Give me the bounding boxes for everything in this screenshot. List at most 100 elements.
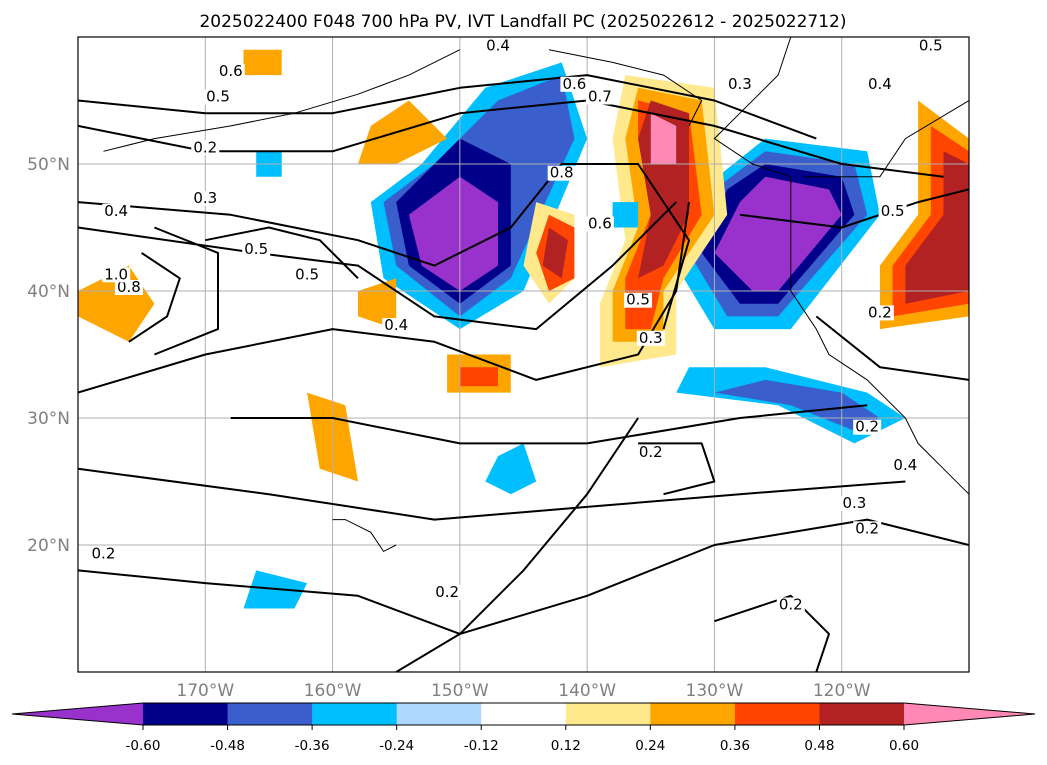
lon-label-3: 140°W [558, 681, 616, 701]
contour-label-bg-16 [916, 38, 945, 54]
contour-label-bg-29 [484, 38, 513, 54]
contour-label-bg-22 [853, 521, 882, 537]
contour-label-9: 0.7 [588, 88, 612, 106]
contour-label-8: 0.6 [562, 75, 586, 93]
contour-label-25: 0.2 [435, 583, 459, 601]
contour-label-28: 1.0 [104, 265, 128, 283]
contour-label-bg-14 [725, 76, 754, 92]
contour-label-26: 0.2 [779, 596, 803, 614]
coastline-4 [803, 100, 969, 178]
contour-label-bg-9 [585, 89, 614, 105]
contour-label-bg-21 [840, 495, 869, 511]
colorbar-label-3: -0.24 [379, 738, 414, 754]
colorbar-bin-1 [143, 703, 229, 725]
lon-label-0: 170°W [176, 681, 234, 701]
contour-label-bg-18 [865, 305, 894, 321]
pc-shade-22 [358, 100, 448, 164]
contour-label-7: 0.4 [384, 316, 408, 334]
contour-label-0: 0.6 [219, 62, 243, 80]
contour-label-29: 0.4 [486, 37, 510, 55]
pv-contour-2 [78, 163, 690, 330]
contour-label-10: 0.8 [550, 164, 574, 182]
contour-label-5: 0.5 [244, 240, 268, 258]
contour-label-2: 0.2 [193, 138, 217, 156]
colorbar-bin-7 [650, 703, 736, 725]
contour-label-bg-28 [102, 267, 131, 283]
colorbar-label-6: 0.24 [635, 738, 665, 754]
pc-shade-20 [459, 367, 498, 387]
contour-label-18: 0.2 [868, 303, 892, 321]
lon-label-4: 130°W [686, 681, 744, 701]
colorbar-label-1: -0.48 [210, 738, 245, 754]
colorbar-label-8: 0.48 [804, 738, 834, 754]
pv-contour-0 [78, 74, 817, 140]
pc-shade-3 [408, 176, 498, 291]
contour-label-bg-23 [636, 445, 665, 461]
pv-contour-labels: 0.60.50.20.40.30.50.50.40.60.70.80.60.50… [89, 37, 945, 614]
colorbar-label-4: -0.12 [464, 738, 499, 754]
pv-contour-7 [78, 467, 906, 521]
contour-label-3: 0.4 [104, 202, 128, 220]
contour-label-19: 0.2 [855, 418, 879, 436]
colorbar-extend-high [904, 703, 1035, 725]
pv-contour-13 [714, 594, 830, 672]
contour-label-13: 0.3 [639, 329, 663, 347]
contour-label-bg-26 [776, 597, 805, 613]
contour-label-1: 0.5 [206, 88, 230, 106]
pv-contour-1 [78, 99, 944, 178]
pc-shade-28 [485, 443, 537, 495]
pc-shading-layer [78, 49, 969, 609]
contour-label-bg-20 [891, 457, 920, 473]
contour-label-bg-27 [114, 280, 143, 295]
colorbar-bin-2 [227, 703, 313, 725]
contour-label-bg-13 [636, 330, 665, 346]
pv-contour-6 [230, 404, 868, 445]
pv-contours [78, 74, 969, 672]
colorbar-bin-5 [481, 703, 567, 725]
coastline-1 [548, 49, 703, 127]
contour-label-11: 0.6 [588, 215, 612, 233]
pc-shade-12 [650, 113, 677, 164]
lat-label-2: 40°N [27, 282, 70, 302]
contour-label-4: 0.3 [193, 189, 217, 207]
contour-label-16: 0.5 [919, 37, 943, 55]
contour-label-20: 0.4 [893, 456, 917, 474]
colorbar-bin-9 [819, 703, 905, 725]
contour-label-bg-25 [433, 584, 462, 600]
pc-shade-25 [243, 49, 282, 76]
contour-label-bg-4 [191, 191, 220, 207]
colorbar-label-9: 0.60 [889, 738, 919, 754]
longitude-tick-labels: 170°W 160°W 150°W 140°W 130°W 120°W [176, 681, 870, 701]
pv-contour-4 [78, 201, 690, 394]
pv-contour-5 [205, 226, 359, 280]
lat-label-1: 30°N [27, 409, 70, 429]
latitude-tick-labels: 20°N 30°N 40°N 50°N [27, 155, 70, 556]
pv-contour-8 [78, 518, 969, 635]
contour-label-bg-15 [865, 76, 894, 92]
colorbar-tick-labels: -0.60 -0.48 -0.36 -0.24 -0.12 0.12 0.24 0.36 0.4… [126, 738, 920, 754]
pc-shade-15 [905, 151, 969, 304]
lon-label-5: 120°W [813, 681, 871, 701]
pv-contour-15 [815, 315, 969, 381]
colorbar-bin-3 [312, 703, 398, 725]
contour-label-bg-3 [102, 203, 131, 219]
contour-label-21: 0.3 [843, 494, 867, 512]
pv-contour-9 [395, 417, 639, 672]
map-panel: 0.60.50.20.40.30.50.50.40.60.70.80.60.50… [77, 36, 970, 673]
contour-label-bg-7 [382, 318, 411, 334]
colorbar [11, 702, 1036, 730]
pc-shade-18 [542, 227, 568, 279]
contour-label-bg-2 [191, 140, 220, 156]
coastline-3 [332, 519, 397, 553]
coastline-0 [713, 37, 969, 495]
contour-label-15: 0.4 [868, 75, 892, 93]
pc-shade-7 [714, 176, 842, 291]
contour-label-bg-0 [216, 64, 245, 80]
contour-label-bg-12 [624, 292, 653, 308]
contour-label-24: 0.2 [92, 545, 116, 563]
contour-label-bg-17 [878, 203, 907, 219]
colorbar-bin-4 [396, 703, 482, 725]
contour-label-bg-6 [293, 267, 322, 283]
contour-label-bg-10 [547, 165, 576, 181]
lon-label-2: 150°W [431, 681, 489, 701]
